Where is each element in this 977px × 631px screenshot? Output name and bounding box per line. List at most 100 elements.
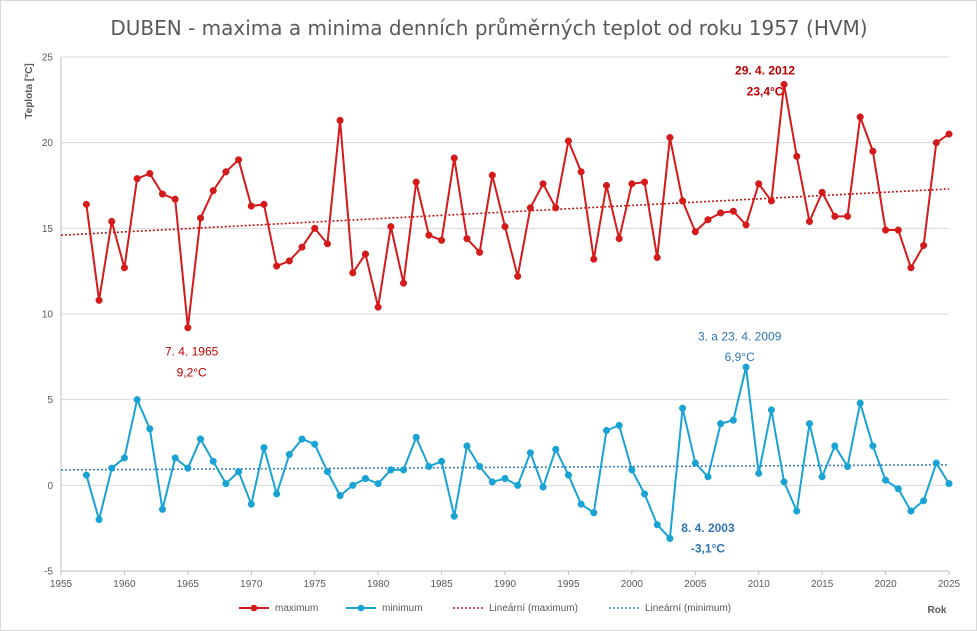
data-point-minimum bbox=[666, 534, 674, 542]
data-point-minimum bbox=[539, 483, 547, 491]
data-point-minimum bbox=[501, 474, 509, 483]
annotation-date: 7. 4. 1965 bbox=[165, 345, 219, 359]
x-tick-label: 1965 bbox=[177, 579, 200, 590]
data-point-minimum bbox=[882, 476, 890, 484]
data-point-minimum bbox=[450, 512, 458, 520]
data-point-maximum bbox=[628, 180, 636, 188]
trendline-minimum bbox=[60, 463, 950, 471]
data-point-minimum bbox=[843, 462, 852, 471]
data-point-minimum bbox=[120, 454, 128, 462]
data-point-maximum bbox=[742, 221, 750, 229]
data-point-maximum bbox=[818, 188, 826, 196]
data-point-minimum bbox=[679, 404, 687, 412]
x-tick-label: 2005 bbox=[684, 579, 707, 590]
data-point-minimum bbox=[82, 471, 90, 479]
data-point-minimum bbox=[158, 505, 167, 513]
data-point-maximum bbox=[171, 195, 179, 203]
data-point-maximum bbox=[932, 139, 940, 147]
data-point-maximum bbox=[793, 152, 801, 160]
x-axis-title: Rok bbox=[928, 605, 947, 616]
data-point-maximum bbox=[82, 200, 90, 208]
data-point-minimum bbox=[704, 473, 712, 481]
data-point-maximum bbox=[539, 180, 547, 188]
y-tick-label: -5 bbox=[44, 567, 53, 578]
data-point-minimum bbox=[412, 433, 420, 441]
data-point-minimum bbox=[932, 459, 940, 467]
data-point-maximum bbox=[869, 147, 877, 155]
data-point-minimum bbox=[298, 435, 306, 443]
data-point-minimum bbox=[247, 500, 255, 508]
data-point-maximum bbox=[767, 197, 775, 205]
data-point-maximum bbox=[273, 262, 281, 270]
series-line-maximum bbox=[85, 83, 950, 329]
data-point-minimum bbox=[311, 440, 319, 448]
data-point-maximum bbox=[412, 178, 420, 186]
x-tick-label: 2010 bbox=[748, 579, 771, 590]
legend-item-trend-maximum: Lineární (maximum) bbox=[453, 603, 578, 614]
data-point-minimum bbox=[767, 406, 775, 414]
x-tick-label: 1975 bbox=[304, 579, 327, 590]
data-point-maximum bbox=[577, 168, 585, 176]
data-series bbox=[82, 80, 953, 542]
data-point-maximum bbox=[95, 296, 103, 304]
data-point-maximum bbox=[450, 154, 458, 162]
data-point-maximum bbox=[755, 180, 763, 188]
x-tick-label: 2020 bbox=[874, 579, 897, 590]
legend-label: maximum bbox=[275, 603, 318, 614]
data-point-maximum bbox=[323, 240, 331, 248]
data-point-maximum bbox=[488, 171, 496, 179]
data-point-minimum bbox=[691, 459, 699, 467]
data-point-minimum bbox=[793, 507, 801, 515]
x-tick-label: 1955 bbox=[50, 579, 73, 590]
data-point-minimum bbox=[387, 466, 395, 474]
data-point-minimum bbox=[717, 420, 725, 428]
x-tick-label: 1985 bbox=[430, 579, 453, 590]
legend: maximum minimum Lineární (maximum) Lineární… bbox=[239, 603, 731, 614]
data-point-maximum bbox=[856, 113, 864, 121]
annotation-date: 29. 4. 2012 bbox=[735, 64, 795, 78]
data-point-maximum bbox=[146, 169, 154, 178]
data-point-minimum bbox=[171, 454, 179, 462]
annotation-value: 23,4°C bbox=[747, 84, 784, 98]
data-point-maximum bbox=[235, 156, 243, 164]
data-point-minimum bbox=[514, 481, 522, 489]
data-point-maximum bbox=[894, 226, 902, 234]
data-point-minimum bbox=[184, 464, 192, 472]
data-point-maximum bbox=[222, 168, 230, 176]
data-point-minimum bbox=[488, 478, 496, 486]
annotation-date: 8. 4. 2003 bbox=[681, 521, 735, 535]
data-point-minimum bbox=[894, 485, 902, 493]
data-point-minimum bbox=[780, 478, 788, 486]
legend-marker bbox=[357, 604, 365, 612]
annotation-value: -3,1°C bbox=[691, 542, 725, 556]
legend-label: Lineární (maximum) bbox=[489, 603, 578, 614]
annotations: 29. 4. 2012 23,4°C 7. 4. 1965 9,2°C 3. a 23.… bbox=[165, 64, 795, 556]
data-point-maximum bbox=[476, 248, 484, 256]
data-point-minimum bbox=[146, 425, 154, 433]
series-line-minimum bbox=[85, 366, 950, 540]
y-tick-label: 0 bbox=[47, 481, 53, 492]
data-point-minimum bbox=[222, 480, 230, 488]
data-point-minimum bbox=[577, 500, 585, 508]
data-point-maximum bbox=[640, 178, 649, 186]
data-point-maximum bbox=[196, 214, 205, 222]
data-point-maximum bbox=[336, 116, 344, 124]
data-point-maximum bbox=[831, 212, 839, 220]
data-point-maximum bbox=[729, 207, 737, 215]
x-tick-label: 2015 bbox=[811, 579, 834, 590]
data-point-minimum bbox=[133, 396, 141, 404]
data-point-maximum bbox=[945, 130, 953, 138]
legend-item-minimum: minimum bbox=[346, 603, 423, 614]
data-point-maximum bbox=[184, 324, 192, 332]
data-point-minimum bbox=[273, 490, 281, 498]
data-point-maximum bbox=[298, 243, 306, 251]
data-point-minimum bbox=[260, 444, 268, 452]
y-tick-label: 25 bbox=[42, 53, 54, 64]
legend-item-maximum: maximum bbox=[239, 603, 318, 614]
data-point-maximum bbox=[679, 197, 687, 205]
data-point-maximum bbox=[209, 187, 217, 195]
trendline-maximum bbox=[60, 188, 950, 236]
data-point-minimum bbox=[399, 466, 408, 474]
